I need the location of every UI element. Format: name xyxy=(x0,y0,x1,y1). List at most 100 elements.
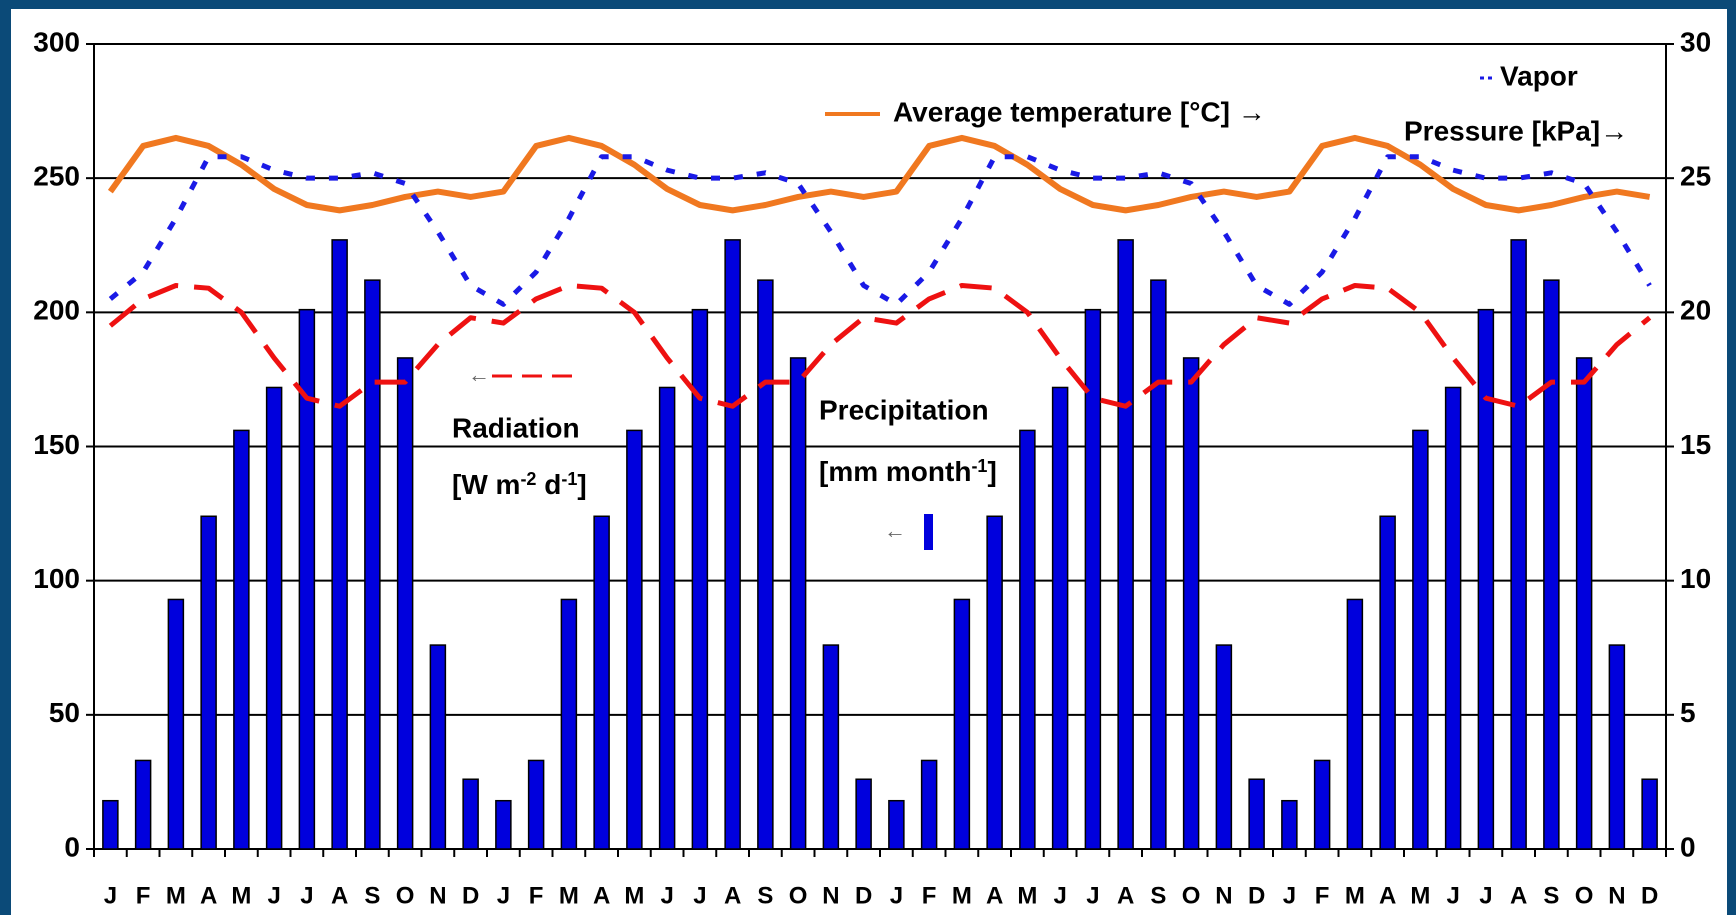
bar xyxy=(855,778,872,850)
legend-label: Average temperature [°C] → xyxy=(893,96,1266,127)
x-tick-label: A xyxy=(331,882,348,909)
bar xyxy=(1084,308,1102,850)
x-tick-label: J xyxy=(1479,882,1492,909)
annotation-part: [W m xyxy=(452,469,520,500)
bar xyxy=(134,759,152,850)
x-tick-label: O xyxy=(1182,882,1201,909)
bar xyxy=(560,598,578,850)
bar xyxy=(298,308,316,850)
bar xyxy=(1313,759,1331,850)
y-tick-label: 250 xyxy=(33,161,80,192)
x-tick-label: A xyxy=(986,882,1003,909)
bar xyxy=(789,357,807,850)
x-tick-label: S xyxy=(757,882,773,909)
x-tick-label: M xyxy=(231,882,251,909)
annotation-part: ] xyxy=(987,456,996,487)
bar xyxy=(1477,308,1495,850)
bar xyxy=(1051,386,1069,850)
x-tick-label: A xyxy=(593,882,610,909)
x-tick-label: M xyxy=(559,882,579,909)
x-tick-label: M xyxy=(166,882,186,909)
x-tick-label: A xyxy=(1117,882,1134,909)
plot-background xyxy=(11,9,1727,915)
y-tick-label: 150 xyxy=(33,429,80,460)
annotation: ← xyxy=(884,518,906,543)
annotation-part: ] xyxy=(577,469,586,500)
x-tick-label: J xyxy=(1283,882,1296,909)
y2-tick-label: 0 xyxy=(1680,831,1696,862)
bar xyxy=(1150,279,1167,850)
bar xyxy=(527,759,545,850)
bar xyxy=(1281,799,1298,850)
x-tick-label: A xyxy=(1379,882,1396,909)
x-tick-label: M xyxy=(1345,882,1365,909)
bar xyxy=(396,357,414,850)
bar xyxy=(1608,644,1626,850)
y2-tick-label: 5 xyxy=(1680,697,1696,728)
x-tick-label: J xyxy=(693,882,706,909)
x-tick-label: N xyxy=(1215,882,1232,909)
line-series xyxy=(108,154,1652,307)
x-tick-label: J xyxy=(104,882,117,909)
x-tick-label: J xyxy=(890,882,903,909)
bar xyxy=(757,279,774,850)
bar xyxy=(265,386,283,850)
x-tick-label: J xyxy=(1446,882,1459,909)
y2-tick-label: 30 xyxy=(1680,26,1711,57)
y-tick-label: 0 xyxy=(64,831,80,862)
legend-label: Vapor xyxy=(1500,60,1578,91)
legend-label: Radiation xyxy=(452,412,580,443)
bar xyxy=(1641,778,1658,850)
x-tick-label: M xyxy=(624,882,644,909)
y2-tick-label: 15 xyxy=(1680,429,1711,460)
bar xyxy=(1215,644,1233,850)
x-tick-label: N xyxy=(429,882,446,909)
bar xyxy=(1182,357,1200,850)
x-tick-label: S xyxy=(364,882,380,909)
bar xyxy=(1248,778,1265,850)
line-series xyxy=(108,283,1652,409)
x-tick-label: F xyxy=(136,882,151,909)
bar xyxy=(102,799,119,850)
annotation: Pressure [kPa]→ xyxy=(1404,115,1628,146)
bar xyxy=(986,515,1003,850)
y-tick-label: 200 xyxy=(33,295,80,326)
bar xyxy=(331,239,348,850)
bar xyxy=(1019,429,1036,850)
x-tick-label: J xyxy=(300,882,313,909)
x-tick-label: M xyxy=(952,882,972,909)
x-tick-label: A xyxy=(1510,882,1527,909)
annotation-part: -1 xyxy=(561,469,577,489)
bar xyxy=(200,515,217,850)
bar xyxy=(1444,386,1462,850)
x-tick-label: D xyxy=(1641,882,1658,909)
x-tick-label: S xyxy=(1543,882,1559,909)
annotation: [mm month-1] xyxy=(819,456,997,488)
bar xyxy=(364,279,381,850)
y2-tick-label: 25 xyxy=(1680,161,1711,192)
x-tick-label: J xyxy=(1086,882,1099,909)
x-tick-label: A xyxy=(200,882,217,909)
bar xyxy=(1575,357,1593,850)
bar xyxy=(724,239,741,850)
annotation-part: -2 xyxy=(520,469,536,489)
line-series xyxy=(107,134,1651,214)
bar xyxy=(920,759,938,850)
y-tick-label: 300 xyxy=(33,26,80,57)
x-tick-label: O xyxy=(1575,882,1594,909)
bar xyxy=(1510,239,1527,850)
legend-label: Precipitation xyxy=(819,394,989,425)
x-tick-label: S xyxy=(1150,882,1166,909)
x-tick-label: J xyxy=(267,882,280,909)
bar xyxy=(495,799,512,850)
annotation-part: -1 xyxy=(971,456,987,476)
x-tick-label: O xyxy=(789,882,808,909)
bar xyxy=(1412,429,1429,850)
x-tick-label: J xyxy=(660,882,673,909)
bar xyxy=(658,386,676,850)
annotation: ← xyxy=(468,362,490,387)
y2-tick-label: 10 xyxy=(1680,563,1711,594)
bar xyxy=(593,515,610,850)
bar xyxy=(953,598,971,850)
